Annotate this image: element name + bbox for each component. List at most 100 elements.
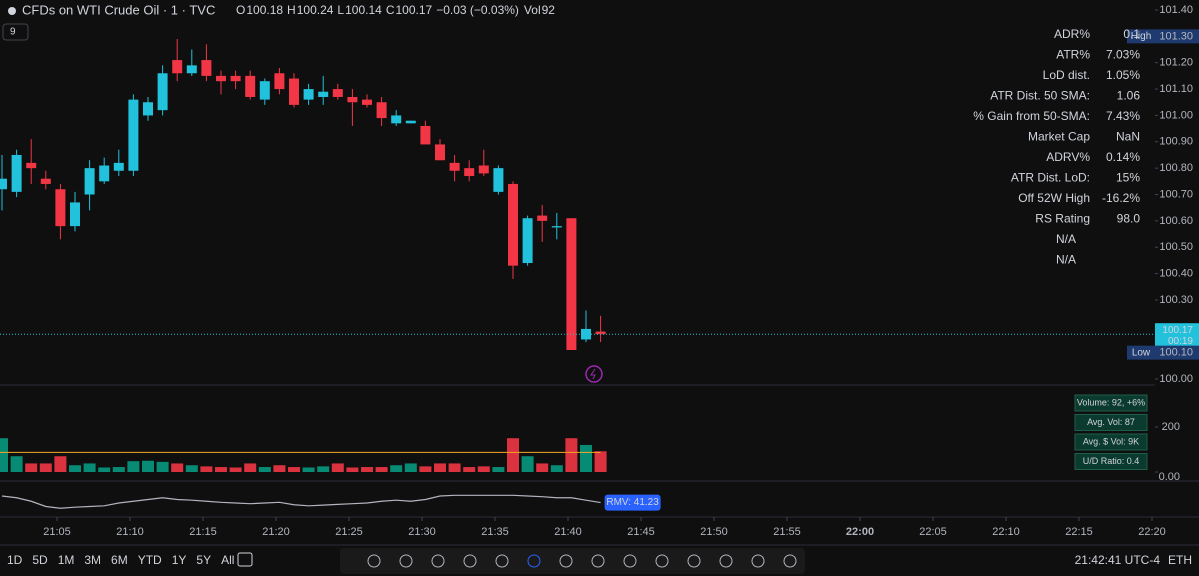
candle-body (11, 154, 22, 192)
volume-bar (521, 456, 534, 472)
volume-bar (142, 460, 154, 472)
drawing-tool[interactable] (783, 554, 797, 568)
rmv-label: RMV: 41.23 (606, 497, 659, 508)
candle-body (113, 162, 124, 171)
ohlc-value: 100.14 (345, 3, 382, 17)
volume-bar (200, 466, 213, 472)
drawing-tool[interactable] (655, 554, 669, 568)
drawing-tool[interactable] (687, 554, 701, 568)
range-button[interactable]: 1M (58, 553, 75, 567)
candle-body (551, 226, 562, 228)
stat-value: 15% (1116, 171, 1140, 185)
range-button[interactable]: 6M (111, 553, 128, 567)
drawing-tool[interactable] (431, 554, 445, 568)
range-button[interactable]: All (221, 553, 234, 567)
volume-box-bg (1074, 414, 1148, 431)
volume-box-bg (1074, 394, 1148, 412)
volume-bar (317, 466, 330, 472)
drawing-tool[interactable] (719, 554, 733, 568)
drawing-tool[interactable] (591, 554, 605, 568)
drawing-tool[interactable] (623, 554, 637, 568)
volume-bar (550, 465, 563, 472)
volume-bar (565, 438, 578, 472)
stat-value: 98.0 (1117, 212, 1141, 226)
stat-label: RS Rating (1035, 212, 1090, 226)
volume-bar (156, 461, 169, 472)
volume-bar (39, 463, 52, 472)
drawing-tool[interactable] (527, 554, 541, 568)
range-button[interactable]: 1D (7, 553, 23, 567)
candle-body (537, 215, 548, 221)
ohlc-label: L (337, 3, 344, 17)
x-tick-label: 21:10 (116, 526, 144, 538)
stat-label: LoD dist. (1043, 68, 1090, 82)
x-tick-label: 22:00 (846, 526, 874, 538)
range-button[interactable]: 1Y (172, 553, 187, 567)
ohlc-label: H (287, 3, 296, 17)
y-tick-label: 101.00 (1159, 109, 1193, 121)
y-tick-label: 101.40 (1159, 4, 1193, 16)
drawing-tool[interactable] (367, 554, 381, 568)
countdown: 00:19 (1168, 336, 1193, 347)
x-tick-label: 21:35 (481, 526, 509, 538)
drawing-tool[interactable] (751, 554, 765, 568)
x-tick-label: 22:10 (992, 526, 1020, 538)
volume-bar (98, 467, 111, 472)
volume-bar (215, 467, 227, 472)
y-tick-label: 100.50 (1159, 241, 1193, 253)
volume-bar (258, 467, 271, 472)
range-button[interactable]: 3M (84, 553, 101, 567)
volume-bar (244, 463, 257, 472)
candle-body (259, 81, 270, 100)
candle-body (464, 168, 475, 177)
session[interactable]: ETH (1168, 553, 1192, 567)
drawing-tool[interactable] (559, 554, 573, 568)
volume-bar (434, 463, 446, 472)
candle-body (493, 168, 504, 192)
candle-body (347, 96, 358, 103)
stat-label: ADRV% (1046, 150, 1090, 164)
ohlc-value: 100.24 (297, 3, 334, 17)
candle-body (566, 218, 577, 351)
volume-bar (83, 463, 96, 472)
stat-value: NaN (1116, 130, 1140, 144)
indicator-toggle[interactable] (2, 23, 29, 41)
y-tick-label: 100.00 (1159, 373, 1193, 385)
volume-tick-label: 0.00 (1159, 471, 1180, 483)
indicator-count: 9 (10, 27, 16, 38)
range-button[interactable]: YTD (138, 553, 162, 567)
volume-bar (288, 467, 300, 472)
candle-body (391, 115, 402, 124)
range-button[interactable]: 5D (32, 553, 48, 567)
candle-body (26, 162, 37, 169)
date-range-icon[interactable] (237, 552, 253, 567)
rmv-line (1, 494, 601, 509)
symbol-title[interactable]: CFDs on WTI Crude Oil · 1 · TVC (22, 2, 215, 17)
stat-label: Market Cap (1028, 130, 1090, 144)
candle-body (508, 183, 518, 266)
y-tick-label: 100.60 (1159, 215, 1193, 227)
range-button[interactable]: 5Y (196, 553, 211, 567)
ohlc-value: 100.18 (246, 3, 283, 17)
last-price-tag (1155, 323, 1199, 348)
drawing-tool[interactable] (399, 554, 413, 568)
ohlc-value: 100.17 (395, 3, 432, 17)
stat-label: Off 52W High (1018, 191, 1090, 205)
event-icon[interactable] (585, 365, 603, 383)
drawing-tool[interactable] (495, 554, 509, 568)
y-tick-label: 100.70 (1159, 188, 1193, 200)
candle-body (143, 102, 153, 116)
candle-body (55, 189, 66, 227)
volume-bar (273, 465, 286, 472)
drawing-tool[interactable] (463, 554, 477, 568)
price-marker-label: Low (1132, 347, 1151, 358)
candle-body (318, 91, 329, 97)
symbol-icon (8, 7, 16, 15)
volume-box-bg (1074, 453, 1148, 470)
y-tick-label: 101.10 (1159, 83, 1193, 95)
candle-body (303, 89, 314, 100)
price-marker-label: High (1131, 31, 1152, 42)
candle-body (230, 75, 241, 82)
candle-body (245, 75, 256, 97)
volume-bar (375, 467, 388, 472)
